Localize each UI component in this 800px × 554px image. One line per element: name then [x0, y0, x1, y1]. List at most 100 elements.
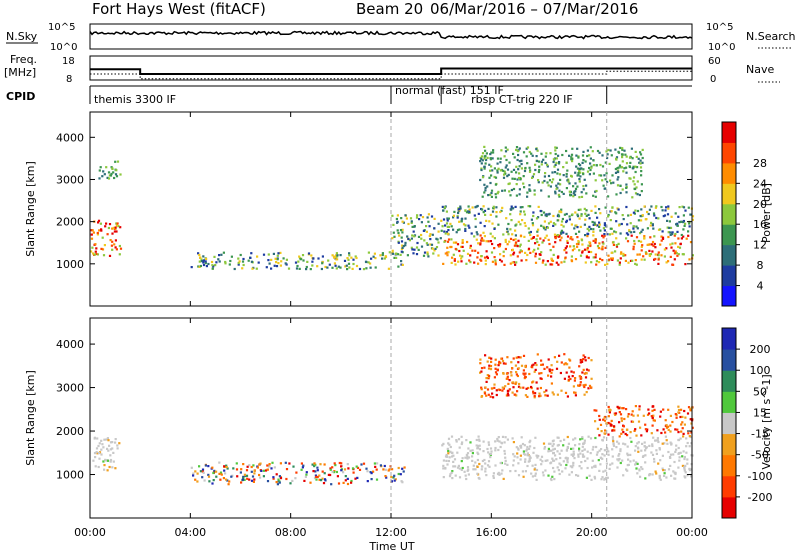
scatter-cell [663, 442, 666, 445]
scatter-cell [461, 239, 464, 242]
scatter-cell [519, 445, 522, 448]
scatter-cell [517, 356, 520, 359]
scatter-cell [632, 414, 635, 417]
scatter-cell [635, 263, 638, 266]
scatter-cell [530, 365, 533, 368]
scatter-cell [673, 234, 676, 237]
scatter-cell [114, 438, 117, 441]
scatter-cell [491, 169, 494, 172]
scatter-cell [632, 165, 635, 168]
scatter-cell [653, 258, 656, 261]
scatter-cell [496, 192, 499, 195]
scatter-cell [640, 174, 643, 177]
scatter-cell [287, 267, 291, 270]
scatter-cell [619, 450, 622, 453]
scatter-cell [461, 457, 464, 460]
scatter-cell [625, 205, 628, 209]
scatter-cell [557, 263, 560, 266]
scatter-cell [607, 450, 610, 453]
scatter-cell [334, 464, 337, 467]
scatter-cell [97, 465, 100, 469]
scatter-cell [411, 248, 414, 251]
scatter-cell [639, 232, 642, 235]
scatter-cell [596, 245, 600, 248]
scatter-cell [577, 242, 580, 246]
scatter-cell [227, 483, 230, 486]
scatter-cell [391, 237, 394, 240]
scatter-cell [637, 450, 640, 453]
scatter-cell [428, 234, 431, 238]
scatter-cell [653, 460, 656, 463]
scatter-cell [512, 207, 515, 210]
scatter-cell [669, 231, 672, 234]
scatter-cell [252, 480, 255, 483]
scatter-cell [387, 469, 390, 472]
scatter-cell [641, 228, 644, 231]
scatter-cell [598, 225, 601, 228]
scatter-cell [654, 439, 658, 442]
scatter-cell [660, 235, 663, 238]
scatter-cell [540, 189, 543, 192]
scatter-cell [566, 235, 570, 238]
scatter-cell [562, 460, 565, 463]
scatter-cell [577, 384, 580, 387]
scatter-cell [457, 211, 460, 215]
scatter-cell [632, 227, 635, 230]
scatter-cell [582, 150, 585, 153]
scatter-cell [674, 212, 677, 215]
scatter-cell [477, 446, 480, 450]
scatter-cell [643, 205, 646, 208]
scatter-cell [632, 459, 635, 462]
scatter-cell [508, 190, 511, 193]
scatter-cell [278, 475, 281, 478]
scatter-cell [401, 220, 404, 223]
scatter-cell [537, 243, 541, 247]
scatter-cell [494, 363, 497, 366]
scatter-cell [578, 180, 581, 183]
scatter-cell [638, 161, 641, 164]
scatter-cell [474, 217, 477, 221]
scatter-cell [504, 150, 508, 153]
scatter-cell [626, 240, 630, 243]
scatter-cell [644, 251, 647, 254]
scatter-cell [667, 231, 670, 234]
scatter-cell [595, 164, 598, 167]
scatter-cell [588, 154, 591, 157]
scatter-cell [499, 243, 502, 246]
scatter-cell [248, 478, 251, 481]
scatter-cell [622, 431, 625, 434]
scatter-cell [543, 367, 546, 370]
scatter-cell [502, 255, 505, 258]
scatter-cell [601, 259, 604, 262]
scatter-cell [437, 254, 440, 257]
scatter-cell [604, 246, 607, 249]
scatter-cell [426, 216, 429, 219]
scatter-cell [605, 447, 609, 450]
scatter-cell [660, 239, 663, 242]
scatter-cell [617, 454, 620, 457]
colorbar-tick-label: -200 [748, 491, 773, 504]
scatter-cell [511, 248, 514, 251]
scatter-cell [485, 219, 488, 222]
scatter-cell [201, 476, 204, 479]
scatter-cell [434, 247, 437, 250]
scatter-cell [471, 449, 474, 452]
scatter-cell [458, 208, 461, 211]
scatter-cell [581, 154, 585, 157]
scatter-cell [115, 224, 118, 227]
scatter-cell [215, 475, 218, 478]
scatter-cell [512, 459, 515, 462]
scatter-cell [678, 246, 682, 249]
scatter-cell [516, 390, 519, 393]
scatter-cell [447, 449, 450, 453]
scatter-cell [431, 247, 434, 250]
scatter-cell [571, 157, 574, 160]
scatter-cell [622, 442, 625, 445]
scatter-cell [501, 189, 504, 192]
scatter-cell [96, 233, 99, 236]
scatter-cell [385, 476, 388, 479]
scatter-cell [351, 467, 355, 470]
scatter-cell [411, 234, 414, 237]
scatter-cell [602, 227, 605, 230]
scatter-cell [544, 469, 547, 472]
